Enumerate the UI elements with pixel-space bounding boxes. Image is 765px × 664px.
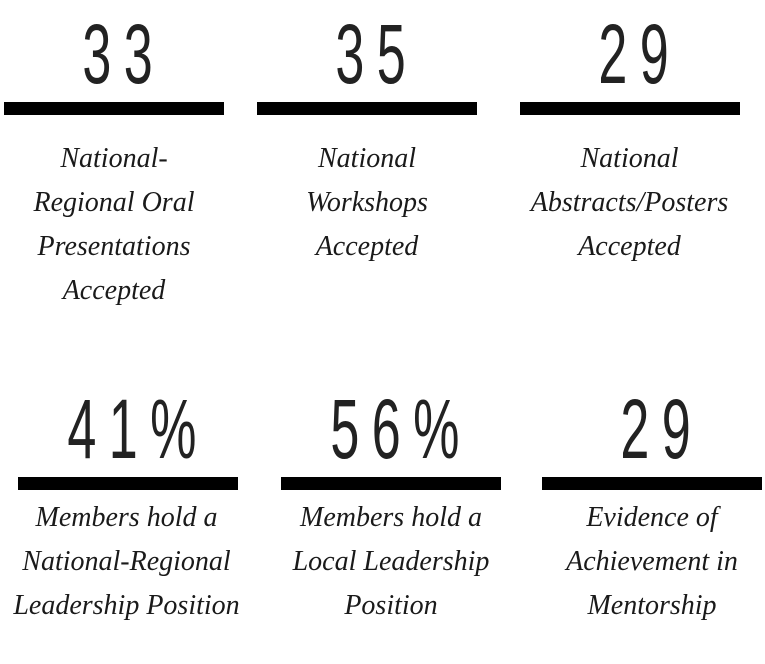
divider	[18, 477, 238, 490]
stat: 41% Members hold a National-Regional Lea…	[13, 381, 239, 628]
stat: 35 National Workshops Accepted	[257, 6, 477, 269]
stat: 33 National-Regional Oral Presentations …	[4, 6, 224, 313]
stat-value: 56%	[330, 382, 472, 476]
stat-label: National Abstracts/Posters Accepted	[530, 143, 729, 262]
stat-value: 41%	[67, 382, 209, 476]
stat-label: Members hold a National-Regional Leaders…	[13, 502, 240, 621]
divider	[520, 102, 740, 115]
divider	[281, 477, 501, 490]
stat-label: Evidence of Achievement in Mentorship	[566, 502, 738, 621]
stat: 29 Evidence of Achievement in Mentorship	[542, 381, 762, 628]
stat: 29 National Abstracts/Posters Accepted	[520, 6, 740, 269]
divider	[257, 102, 477, 115]
stat-label: Members hold a Local Leadership Position	[292, 502, 490, 621]
divider	[542, 477, 762, 490]
stat-value: 33	[82, 7, 166, 101]
stat-label: National-Regional Oral Presentations Acc…	[33, 143, 195, 306]
stat-value: 29	[598, 7, 682, 101]
stat: 56% Members hold a Local Leadership Posi…	[281, 381, 501, 628]
stat-value: 29	[620, 382, 704, 476]
stat-value: 35	[335, 7, 419, 101]
divider	[4, 102, 224, 115]
stat-label: National Workshops Accepted	[306, 143, 428, 262]
